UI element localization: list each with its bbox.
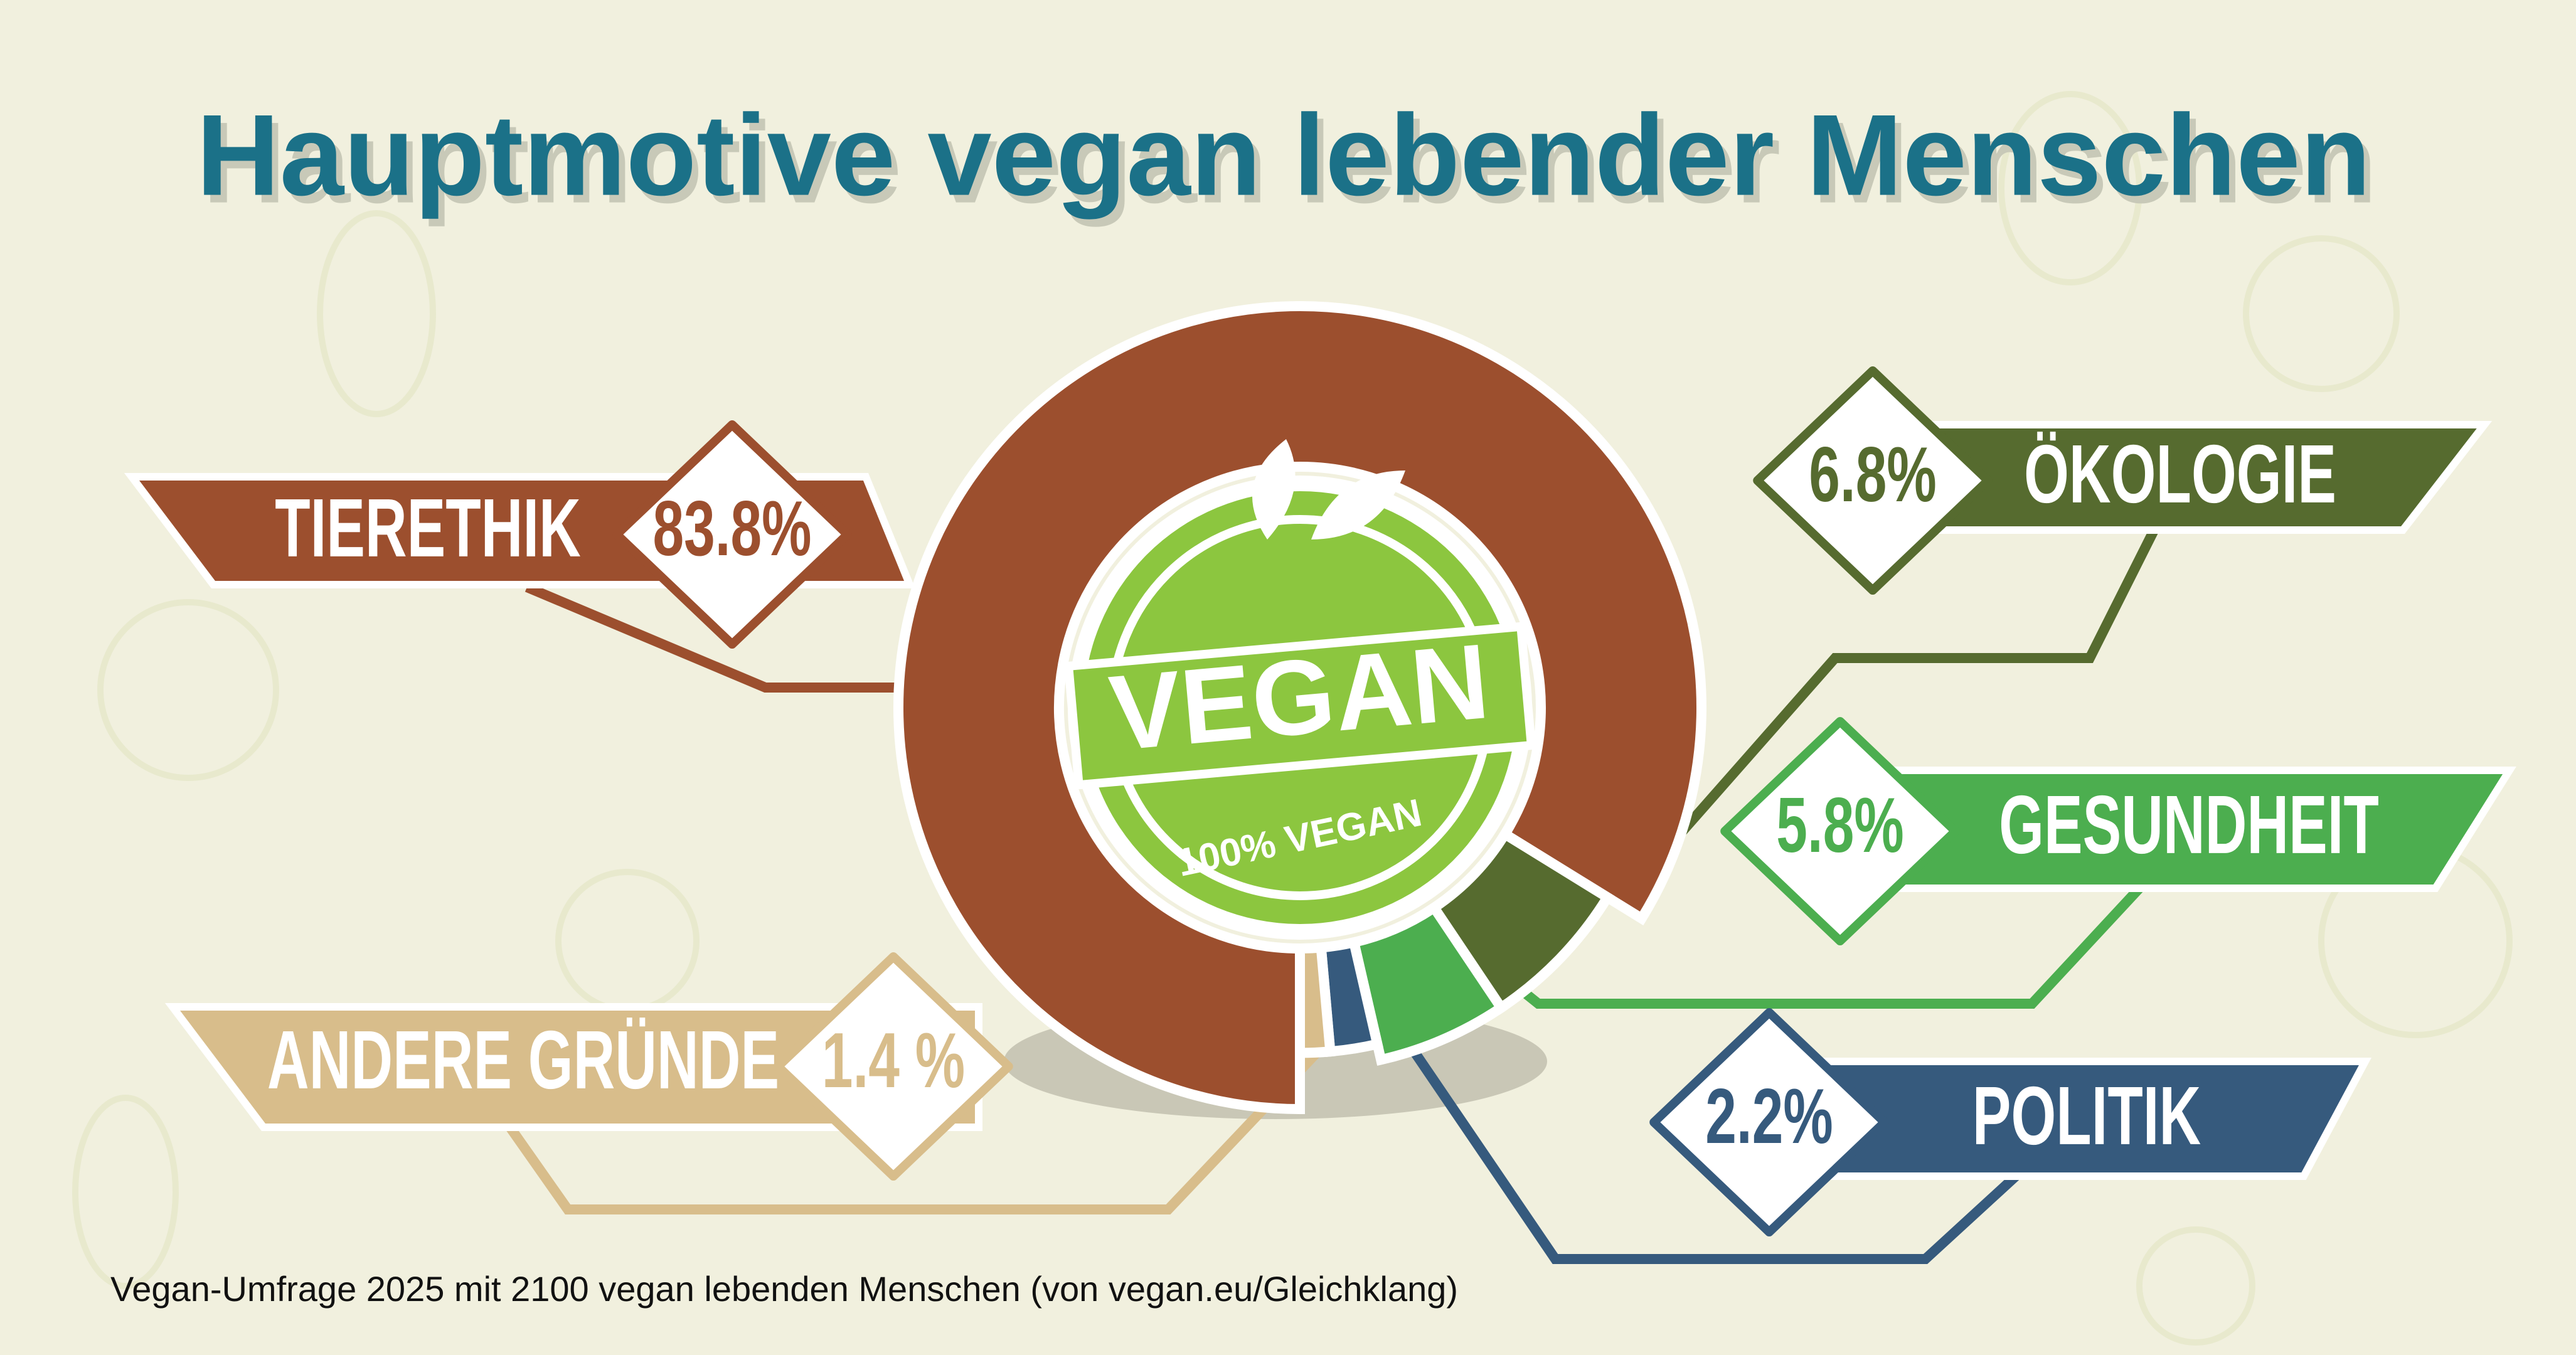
value-diamond bbox=[1753, 366, 1993, 595]
decor bbox=[72, 91, 2513, 1346]
category-label: POLITIK bbox=[1972, 1070, 2201, 1162]
connector-line bbox=[1411, 1050, 2020, 1264]
wedge bbox=[1295, 942, 1336, 1058]
source: Vegan-Umfrage 2025 mit 2100 vegan lebend… bbox=[110, 1269, 1458, 1309]
category-label: TIERETHIK bbox=[275, 482, 581, 575]
value-diamond bbox=[612, 420, 852, 649]
banner bbox=[164, 1003, 982, 1131]
wedge bbox=[1348, 900, 1508, 1066]
value-diamond bbox=[1649, 1008, 1889, 1236]
chart-title: Hauptmotive vegan lebender Menschen bbox=[196, 90, 2371, 220]
wedge bbox=[893, 301, 1706, 1115]
value-diamond bbox=[774, 952, 1013, 1181]
category-label: GESUNDHEIT bbox=[1999, 779, 2379, 871]
title-shadow: Hauptmotive vegan lebender Menschen bbox=[203, 98, 2377, 227]
badge: VEGAN 100% VEGAN bbox=[1063, 439, 1536, 940]
connector-line bbox=[524, 582, 902, 693]
value-label: 1.4 % bbox=[822, 1016, 965, 1103]
value-label: 6.8% bbox=[1809, 430, 1936, 518]
value-label: 5.8% bbox=[1776, 781, 1903, 868]
connector-line bbox=[506, 1049, 1320, 1214]
category-label: ANDERE GRÜNDE bbox=[267, 1014, 779, 1107]
category-label: ÖKOLOGIE bbox=[2024, 428, 2336, 521]
value-label: 83.8% bbox=[652, 484, 811, 571]
value-label: 2.2% bbox=[1705, 1072, 1833, 1159]
wedges bbox=[893, 301, 1706, 1115]
labels: TIERETHIK 83.8% ÖKOLOGIE 6.8% GESUNDHEIT 5.8%… bbox=[124, 366, 2516, 1236]
value-diamond bbox=[1720, 717, 1960, 945]
